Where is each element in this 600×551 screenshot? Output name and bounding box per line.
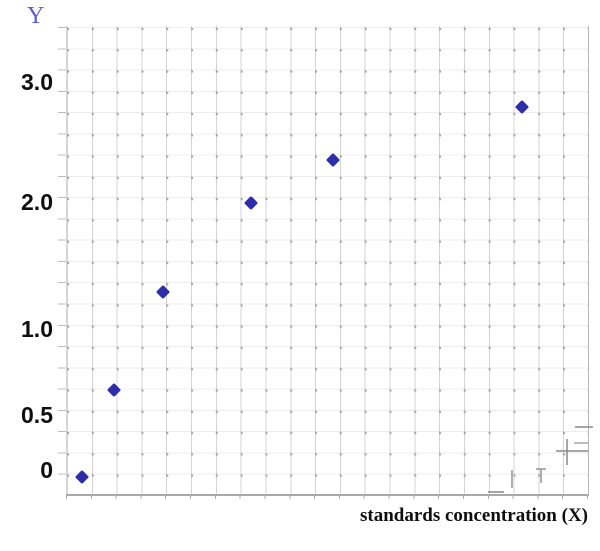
smudge-artifact: [575, 426, 593, 428]
y-axis-title: Y: [27, 3, 45, 29]
y-tick-label: 0: [40, 456, 53, 483]
smudge-artifact: [574, 442, 588, 444]
y-tick-label: 0.5: [21, 402, 53, 428]
x-axis-title: standards concentration (X): [360, 505, 588, 526]
smudge-artifact: [566, 439, 568, 465]
y-axis-tick-marks: [58, 26, 66, 494]
smudge-artifact: [556, 450, 588, 452]
plot-area: [66, 26, 593, 496]
y-tick-label: 1.0: [21, 315, 53, 342]
smudge-artifact: [511, 470, 513, 488]
smudge-artifact: [540, 469, 542, 483]
y-tick-label: 3.0: [21, 69, 53, 96]
x-axis-tick-marks: [66, 494, 588, 499]
y-tick-label: 2.0: [21, 189, 53, 215]
smudge-artifact: [488, 491, 504, 493]
